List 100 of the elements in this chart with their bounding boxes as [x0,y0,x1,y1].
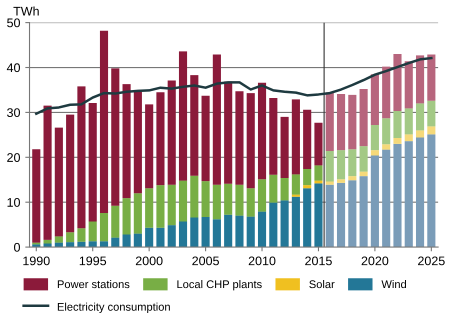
bar [292,99,300,174]
bar [360,89,368,146]
bar [212,54,221,185]
bar [134,234,142,248]
bar [336,179,346,183]
bar [212,184,221,220]
y-tick-label: 30 [7,108,20,118]
legend-label: Local CHP plants [177,280,262,290]
bar [145,104,154,188]
bar [269,202,278,248]
bar [280,178,289,200]
bar [393,138,402,144]
bar [111,206,120,238]
bar [190,75,198,176]
bar [224,81,232,184]
bar [100,30,108,213]
bar [427,126,436,134]
bar [370,150,379,156]
bar [393,54,402,112]
bar [212,219,221,248]
bar [77,228,86,242]
bar [122,198,131,235]
bar [88,102,97,222]
bar [370,124,379,150]
bar [178,180,188,222]
bar [269,174,278,203]
bar [134,193,142,234]
bar [224,184,232,215]
bar [404,108,413,134]
bar [269,98,278,175]
bar [382,66,390,118]
bar [336,150,346,180]
bar [348,180,356,248]
bar [348,94,356,150]
bar [303,168,312,186]
bar [111,238,120,248]
bar [122,84,131,198]
bar [314,180,323,184]
x-tick-label: 1995 [80,256,106,266]
bar [44,240,52,244]
bar [235,91,244,185]
bar [416,138,424,248]
bar [360,176,368,248]
x-tick-label: 2025 [418,256,445,266]
bar [348,149,356,176]
bar [348,176,356,180]
bar [292,196,300,248]
bar [246,93,255,188]
bar [416,55,424,104]
legend-label: Solar [309,280,335,288]
bar [404,61,413,108]
legend-label: Electricity consumption [58,302,170,313]
line-series [35,56,433,115]
y-tick-label: 50 [7,18,20,28]
bar [202,96,210,182]
x-tick-label: 2010 [248,256,276,266]
bar [54,236,63,243]
bar [427,54,436,101]
bar [382,144,390,150]
bar [326,151,334,182]
bar [202,217,210,248]
bar [190,176,198,218]
bar [292,174,300,195]
bar [326,92,334,152]
bar [326,184,334,248]
legend-label: Wind [381,280,406,288]
bar [360,172,368,176]
bar [416,103,424,130]
bar [326,182,334,185]
bar [202,181,210,218]
x-tick-label: 2020 [362,256,388,266]
bar [32,149,40,243]
bar [360,146,368,172]
bar [382,150,390,248]
bar [156,92,165,186]
bar [66,232,74,242]
bar [145,228,154,248]
bar [168,184,176,226]
bar [178,222,188,248]
bar [404,141,413,248]
bar [235,184,244,216]
bar [44,106,52,240]
y-tick-label: 0 [14,242,20,252]
bar [168,80,176,185]
y-tick-label: 10 [8,198,20,207]
x-tick-label: 2005 [192,256,219,266]
bar [134,90,142,194]
bar [246,216,255,248]
bar [88,222,97,242]
bar [178,51,188,181]
x-tick-label: 2000 [136,256,163,266]
bar [224,214,232,248]
bar [235,216,244,248]
y-tick-label: 40 [6,63,20,72]
x-tick-label: 2015 [305,256,332,266]
bar [314,183,323,248]
bar [382,118,390,144]
bar [145,188,154,228]
bar [190,217,198,248]
bar [404,134,413,142]
